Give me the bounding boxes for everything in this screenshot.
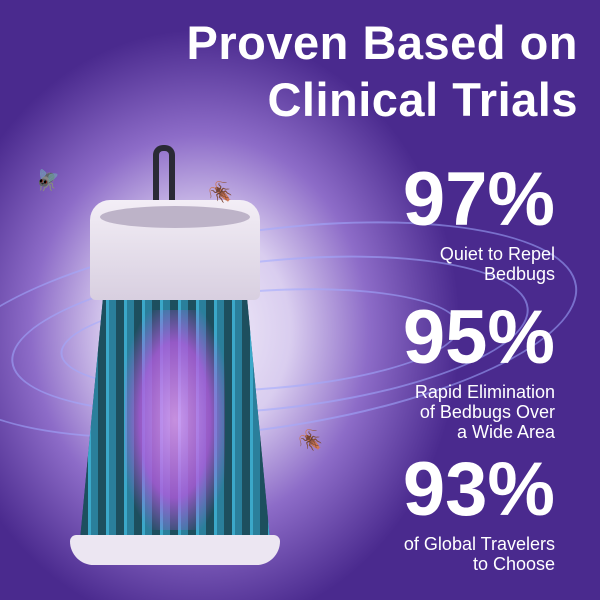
headline-line: Proven Based on	[186, 16, 578, 69]
stat-caption: of Global Travelers to Choose	[403, 534, 555, 574]
caption-line: a Wide Area	[456, 422, 555, 442]
stat-value: 95%	[402, 295, 555, 380]
caption-line: to Choose	[472, 554, 555, 574]
stat-caption: Quiet to Repel Bedbugs	[403, 244, 555, 284]
caption-line: Quiet to Repel	[439, 244, 555, 264]
stat-93: 93% of Global Travelers to Choose	[402, 447, 555, 575]
lamp-base	[70, 535, 280, 565]
caption-line: of Global Travelers	[403, 534, 555, 554]
caption-line: Rapid Elimination	[414, 382, 555, 402]
lamp-strap	[153, 145, 175, 205]
mosquito-lamp-image	[70, 145, 280, 565]
stat-value: 93%	[402, 447, 555, 532]
headline: Proven Based on Clinical Trials	[187, 14, 578, 128]
lamp-top	[90, 200, 260, 300]
stat-value: 97%	[402, 157, 555, 242]
headline-line: Clinical Trials	[267, 73, 578, 126]
caption-line: Bedbugs	[483, 264, 555, 284]
lamp-glow	[125, 310, 225, 530]
caption-line: of Bedbugs Over	[419, 402, 555, 422]
stat-caption: Rapid Elimination of Bedbugs Over a Wide…	[403, 382, 555, 442]
fly-icon: 🪰	[35, 170, 60, 192]
stat-95: 95% Rapid Elimination of Bedbugs Over a …	[402, 295, 555, 443]
bug-icon: 🪳	[208, 182, 233, 204]
stat-97: 97% Quiet to Repel Bedbugs	[402, 157, 555, 285]
cockroach-icon: 🪳	[298, 430, 323, 452]
